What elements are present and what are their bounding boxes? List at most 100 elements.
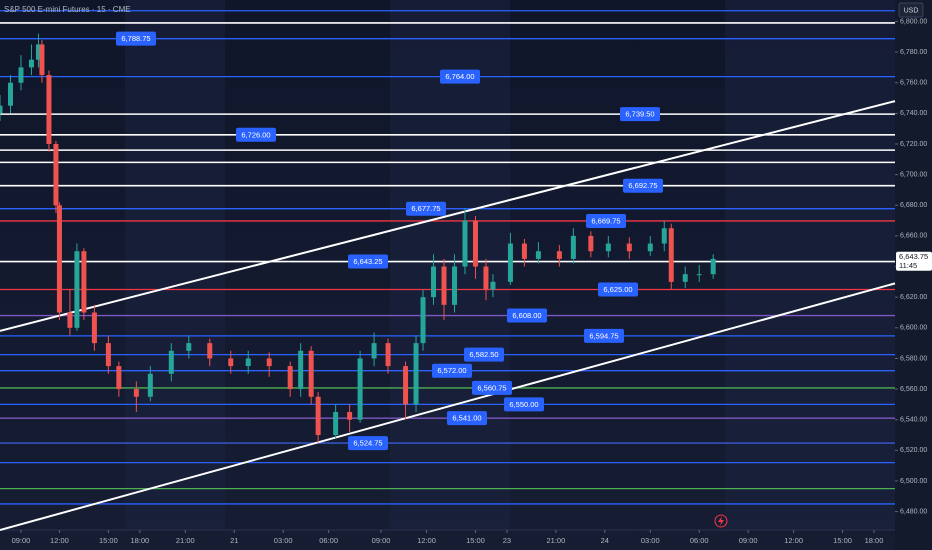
- candle-body: [133, 389, 139, 397]
- x-tick-label: 18:00: [865, 536, 884, 545]
- x-tick-label: 12:00: [784, 536, 803, 545]
- x-tick-label: 06:00: [319, 536, 338, 545]
- x-tick-label: 15:00: [99, 536, 118, 545]
- y-tick-label: 6,560.00: [900, 386, 927, 393]
- candle-body: [245, 358, 251, 367]
- candle-body: [490, 281, 496, 290]
- candle-body: [441, 266, 447, 305]
- x-tick-label: 24: [601, 536, 609, 545]
- x-tick-label: 15:00: [466, 536, 485, 545]
- candle-body: [67, 312, 73, 328]
- x-tick-label: 09:00: [739, 536, 758, 545]
- last-price-box: [896, 251, 932, 271]
- currency: USD: [904, 7, 919, 14]
- level-label: 6,560.75: [477, 383, 506, 392]
- x-tick-label: 06:00: [690, 536, 709, 545]
- level-label-box: [236, 127, 276, 142]
- candle-body: [521, 243, 527, 259]
- y-tick-label: 6,480.00: [900, 508, 927, 515]
- level-label: 6,692.75: [628, 181, 657, 190]
- candle-body: [661, 228, 667, 244]
- candle-body: [298, 350, 304, 390]
- y-tick-label: 6,680.00: [900, 202, 927, 209]
- level-label: 6,788.75: [121, 34, 150, 43]
- y-tick-label: 6,780.00: [900, 49, 927, 56]
- currency-box[interactable]: [898, 2, 924, 18]
- alert-icon[interactable]: [714, 514, 728, 528]
- x-tick-label: 09:00: [372, 536, 391, 545]
- candle-body: [186, 343, 192, 351]
- level-label-box: [504, 397, 544, 412]
- level-labels: 6,788.75 6,764.00 6,739.50 6,726.00 6,692.75…: [116, 31, 663, 451]
- level-label-box: [440, 69, 480, 84]
- y-tick-label: 6,700.00: [900, 171, 927, 178]
- candle-body: [228, 358, 234, 367]
- x-tick-label: 03:00: [641, 536, 660, 545]
- session-band: [125, 0, 225, 530]
- candle-body: [266, 358, 272, 367]
- session-band: [390, 0, 510, 530]
- level-label: 6,625.00: [603, 285, 632, 294]
- candle-body: [7, 82, 13, 106]
- candle-body: [556, 251, 562, 259]
- y-tick-label: 6,600.00: [900, 325, 927, 332]
- candle-body: [168, 350, 174, 374]
- candles: [0, 33, 716, 443]
- level-label-box: [348, 254, 388, 269]
- candle-body: [472, 220, 478, 267]
- level-label-box: [620, 107, 660, 122]
- candle-body: [431, 266, 437, 298]
- last-price: 6,643.75: [899, 252, 928, 261]
- level-label-box: [447, 411, 487, 426]
- level-label: 6,572.00: [437, 366, 466, 375]
- level-label-box: [472, 380, 512, 395]
- y-tick-label: 6,760.00: [900, 80, 927, 87]
- chart-title: S&P 500 E-mini Futures · 15 · CME: [4, 5, 131, 14]
- candle-body: [0, 105, 3, 114]
- x-tick-label: 12:00: [50, 536, 69, 545]
- level-label: 6,582.50: [469, 350, 498, 359]
- candle-body: [287, 366, 293, 390]
- x-tick-label: 21: [230, 536, 238, 545]
- candle-body: [647, 243, 653, 252]
- candle-body: [35, 44, 41, 60]
- candle-body: [308, 350, 314, 397]
- candle-body: [81, 251, 87, 313]
- level-label-box: [584, 328, 624, 343]
- candle-body: [105, 343, 111, 367]
- level-label-box: [586, 213, 626, 228]
- level-label-box: [116, 31, 156, 46]
- candle-body: [570, 235, 576, 259]
- candle-body: [535, 251, 541, 259]
- candle-body: [28, 59, 34, 68]
- level-label: 6,669.75: [591, 216, 620, 225]
- candle-body: [696, 274, 702, 276]
- level-label: 6,739.50: [625, 110, 654, 119]
- candle-body: [91, 312, 97, 344]
- level-label-box: [623, 178, 663, 193]
- x-tick-label: 12:00: [417, 536, 436, 545]
- candle-body: [385, 343, 391, 367]
- level-label: 6,550.00: [509, 400, 538, 409]
- trendlines: [0, 100, 896, 531]
- y-tick-label: 6,740.00: [900, 110, 927, 117]
- candle-body: [116, 366, 122, 390]
- level-label: 6,726.00: [241, 130, 270, 139]
- y-tick-label: 6,660.00: [900, 233, 927, 240]
- level-label-box: [348, 436, 388, 451]
- x-tick-label: 23: [503, 536, 511, 545]
- level-label-box: [464, 347, 504, 362]
- level-label-box: [432, 363, 472, 378]
- candle-body: [315, 396, 321, 436]
- level-label-box: [406, 201, 446, 216]
- x-tick-label: 21:00: [176, 536, 195, 545]
- session-shading: [125, 0, 895, 530]
- candle-body: [347, 412, 353, 420]
- trendline: [0, 100, 896, 332]
- candle-body: [483, 266, 489, 290]
- level-label: 6,643.25: [353, 257, 382, 266]
- candle-body: [207, 343, 213, 359]
- candle-body: [46, 75, 52, 144]
